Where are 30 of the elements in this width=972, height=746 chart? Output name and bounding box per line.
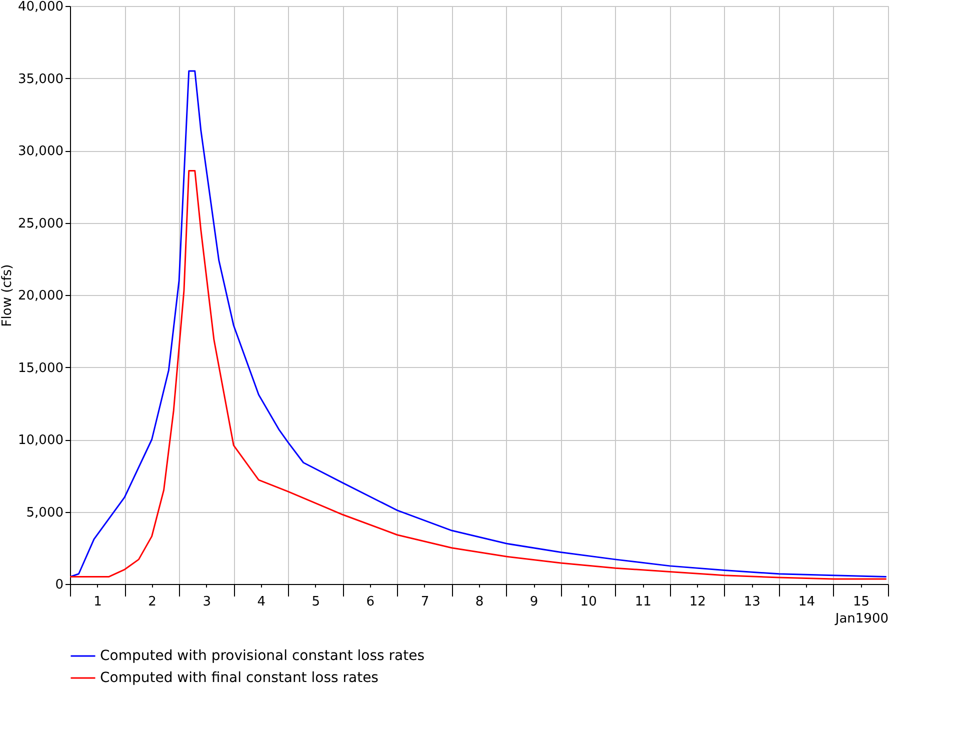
x-tick-label: 8 — [475, 594, 484, 610]
legend-label: Computed with provisional constant loss rates — [100, 648, 424, 664]
y-tick-label: 15,000 — [18, 360, 64, 376]
x-axis-title: Jan1900 — [834, 612, 888, 626]
y-tick-label: 35,000 — [18, 72, 64, 87]
y-tick-label: 0 — [55, 578, 64, 592]
x-tick-label: 1 — [94, 594, 102, 610]
line-series — [70, 70, 888, 578]
y-tick-label: 25,000 — [18, 216, 64, 232]
x-tick-label: 10 — [580, 594, 597, 610]
line-series — [70, 170, 888, 580]
y-tick-label: 20,000 — [18, 288, 64, 304]
x-tick-label: 13 — [744, 594, 760, 610]
y-tick-label: 30,000 — [18, 144, 64, 159]
x-tick-label: 5 — [312, 594, 320, 610]
x-tick-label: 15 — [852, 594, 870, 610]
x-tick-label: 11 — [634, 594, 652, 610]
legend-label: Computed with final constant loss rates — [100, 670, 378, 686]
x-tick-label: 7 — [420, 594, 430, 610]
x-tick-label: 3 — [202, 594, 211, 610]
x-tick-label: 2 — [148, 594, 156, 610]
y-tick-label: 40,000 — [18, 0, 64, 14]
x-tick-label: 9 — [530, 594, 538, 610]
x-tick-label: 14 — [798, 594, 815, 610]
y-axis-title: Flow (cfs) — [0, 264, 16, 327]
x-tick-label: 6 — [366, 594, 375, 610]
y-tick-label: 10,000 — [18, 433, 64, 448]
x-tick-label: 12 — [689, 594, 706, 610]
y-tick-label: 5,000 — [26, 505, 64, 520]
x-tick-label: 4 — [257, 594, 266, 610]
